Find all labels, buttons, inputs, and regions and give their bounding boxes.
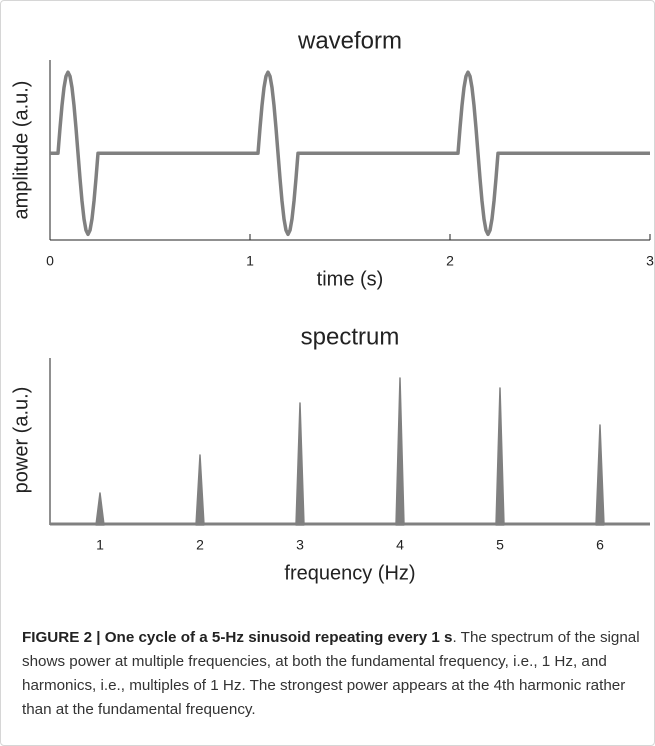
x-tick-label: 3 — [296, 537, 304, 553]
x-axis-label: time (s) — [317, 268, 384, 290]
x-tick-label: 4 — [396, 537, 404, 553]
x-tick-label: 1 — [246, 253, 254, 269]
x-tick-label: 6 — [596, 537, 604, 553]
spectrum-peak — [495, 387, 505, 526]
y-axis-label: amplitude (a.u.) — [10, 81, 32, 220]
caption-bold: FIGURE 2 | One cycle of a 5-Hz sinusoid … — [22, 629, 453, 646]
spectrum-peak — [95, 492, 105, 526]
caption: FIGURE 2 | One cycle of a 5-Hz sinusoid … — [22, 626, 647, 722]
x-tick-label: 1 — [96, 537, 104, 553]
x-tick-label: 2 — [446, 253, 454, 269]
x-axis-label: frequency (Hz) — [284, 562, 415, 584]
y-axis-label: power (a.u.) — [10, 387, 32, 494]
x-tick-label: 5 — [496, 537, 504, 553]
chart-title: spectrum — [301, 323, 400, 350]
spectrum-peak — [595, 424, 605, 526]
spectrum-peak — [395, 377, 405, 526]
spectrum-peak — [195, 454, 205, 526]
waveform-line — [50, 70, 650, 237]
x-tick-label: 3 — [646, 253, 654, 269]
caption-text: . The spectrum of the signal shows power… — [22, 629, 640, 718]
figure-charts: waveform time (s) amplitude (a.u.) 0 1 2 3 spec… — [10, 27, 654, 584]
x-tick-label: 0 — [46, 253, 54, 269]
x-tick-label: 2 — [196, 537, 204, 553]
spectrum-peak — [295, 402, 305, 526]
chart-title: waveform — [297, 27, 402, 54]
